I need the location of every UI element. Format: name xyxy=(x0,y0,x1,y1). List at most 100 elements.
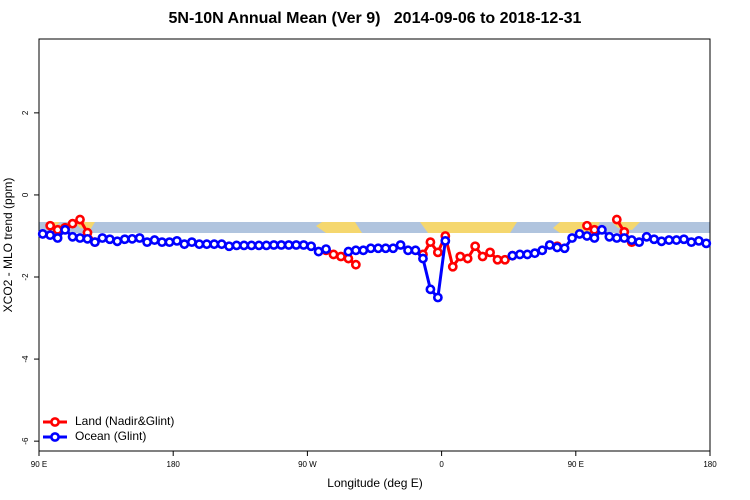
data-point xyxy=(246,240,257,251)
data-point xyxy=(440,235,451,246)
data-point xyxy=(432,247,443,258)
data-point xyxy=(164,237,175,248)
data-point xyxy=(97,233,108,243)
data-point xyxy=(134,233,145,243)
data-point xyxy=(514,249,525,260)
data-point xyxy=(336,251,346,262)
data-point xyxy=(321,244,331,255)
data-point xyxy=(574,229,585,239)
data-point xyxy=(172,235,182,246)
y-tick-label: 2 xyxy=(21,110,30,115)
data-point xyxy=(679,234,689,245)
data-point xyxy=(492,254,503,265)
data-point xyxy=(425,237,436,248)
chart-title: 5N-10N Annual Mean (Ver 9) 2014-09-06 to… xyxy=(169,10,582,27)
data-point xyxy=(582,231,592,241)
data-point xyxy=(201,239,212,250)
data-point xyxy=(544,240,555,250)
data-point xyxy=(209,239,220,250)
data-point xyxy=(119,234,130,245)
data-point xyxy=(328,249,339,260)
data-point xyxy=(470,241,481,252)
data-point xyxy=(500,254,510,265)
data-point xyxy=(522,249,533,260)
data-point xyxy=(559,243,570,254)
data-point xyxy=(477,251,488,262)
data-point xyxy=(373,243,384,254)
x-tick-label: 180 xyxy=(703,460,717,469)
data-point xyxy=(604,231,615,242)
y-axis-label: XCO2 - MLO trend (ppm) xyxy=(1,178,15,313)
data-point xyxy=(350,259,361,270)
data-point xyxy=(306,241,317,252)
data-point xyxy=(619,233,630,243)
data-point xyxy=(60,224,70,235)
data-point xyxy=(67,218,78,229)
legend-marker xyxy=(50,417,60,427)
data-point xyxy=(395,240,406,250)
data-point xyxy=(127,233,138,244)
data-point xyxy=(276,240,287,250)
data-point xyxy=(194,239,205,250)
data-point xyxy=(611,214,622,225)
data-point xyxy=(75,214,85,225)
data-point xyxy=(149,235,160,245)
data-point xyxy=(403,245,413,256)
x-tick-label: 90 E xyxy=(568,460,584,469)
data-point xyxy=(686,237,697,248)
data-point xyxy=(231,240,242,251)
data-point xyxy=(552,242,563,253)
x-tick-label: 180 xyxy=(167,460,181,469)
y-tick-label: -2 xyxy=(21,273,30,281)
data-point xyxy=(90,237,100,248)
data-point xyxy=(582,220,592,231)
y-tick-label: -4 xyxy=(21,355,30,363)
data-point xyxy=(693,235,704,246)
data-point xyxy=(268,240,279,250)
data-point xyxy=(358,245,369,256)
data-point xyxy=(45,220,56,231)
data-point xyxy=(254,240,264,251)
legend-marker xyxy=(50,432,60,442)
data-point xyxy=(507,250,518,261)
x-axis-label: Longitude (deg E) xyxy=(327,476,422,490)
data-point xyxy=(589,233,600,243)
data-point xyxy=(224,241,235,252)
data-point xyxy=(701,238,712,249)
data-point xyxy=(67,231,78,242)
data-point xyxy=(298,240,309,250)
data-point xyxy=(649,234,659,245)
data-point xyxy=(626,235,637,245)
x-tick-label: 90 W xyxy=(298,460,317,469)
data-point xyxy=(641,231,652,242)
data-point xyxy=(567,233,577,243)
plot-frame xyxy=(38,38,711,452)
data-point xyxy=(410,245,421,256)
data-point xyxy=(52,233,63,243)
data-point xyxy=(432,292,443,303)
data-point xyxy=(664,235,674,245)
data-point xyxy=(596,224,607,235)
data-point xyxy=(157,237,167,248)
data-point xyxy=(611,233,622,243)
data-point xyxy=(112,236,123,247)
x-tick-label: 0 xyxy=(439,460,444,469)
data-point xyxy=(37,229,48,239)
data-point xyxy=(537,245,548,256)
data-point xyxy=(529,248,540,259)
data-point xyxy=(634,237,645,248)
data-point xyxy=(179,239,190,250)
data-point xyxy=(45,230,56,241)
data-point xyxy=(142,237,153,248)
data-point xyxy=(447,261,458,272)
data-point xyxy=(350,245,361,256)
data-point xyxy=(186,237,197,248)
data-point xyxy=(485,247,495,258)
x-tick-label: 90 E xyxy=(31,460,47,469)
data-point xyxy=(104,234,115,245)
data-point xyxy=(656,236,667,247)
data-point xyxy=(462,253,473,264)
data-point xyxy=(82,233,93,244)
data-point xyxy=(455,251,466,262)
